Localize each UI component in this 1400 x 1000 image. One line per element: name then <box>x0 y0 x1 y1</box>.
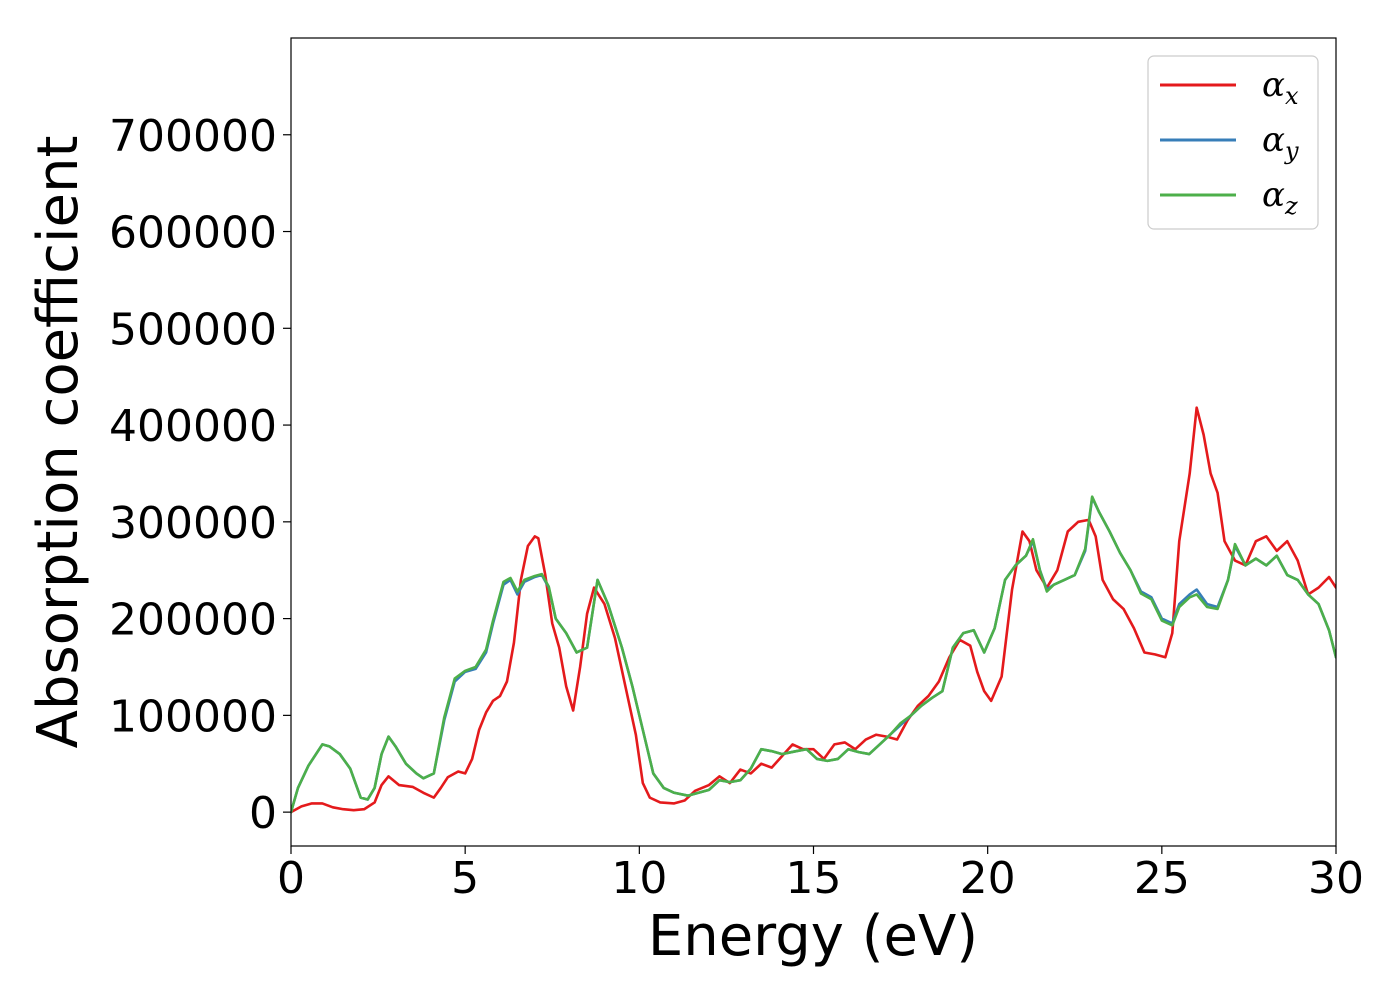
y-axis-label: Absorption coefficient <box>26 136 91 749</box>
x-axis-label: Energy (eV) <box>648 904 978 969</box>
legend-frame <box>1147 55 1319 230</box>
y-tick-label: 100000 <box>109 691 277 742</box>
x-tick-label: 15 <box>786 853 842 904</box>
y-tick-label: 600000 <box>109 208 277 259</box>
y-tick-label: 300000 <box>109 498 277 549</box>
x-tick-label: 25 <box>1134 853 1190 904</box>
legend: αx αy αz <box>1147 55 1319 230</box>
y-tick-label: 400000 <box>109 401 277 452</box>
x-tick-label: 5 <box>451 853 479 904</box>
x-tick-label: 0 <box>277 853 305 904</box>
y-tick-label: 200000 <box>109 595 277 646</box>
series-line-x <box>291 406 1336 814</box>
x-tick-label: 10 <box>611 853 667 904</box>
legend-label-x: αx <box>1262 65 1299 110</box>
series-line-z <box>291 495 1336 814</box>
y-tick-label: 0 <box>249 788 277 839</box>
y-tick-label: 500000 <box>109 304 277 355</box>
y-tick-label: 700000 <box>109 111 277 162</box>
x-tick-label: 20 <box>960 853 1016 904</box>
legend-label-y: αy <box>1262 120 1299 165</box>
legend-label-z: αz <box>1262 175 1298 220</box>
x-tick-label: 30 <box>1308 853 1364 904</box>
